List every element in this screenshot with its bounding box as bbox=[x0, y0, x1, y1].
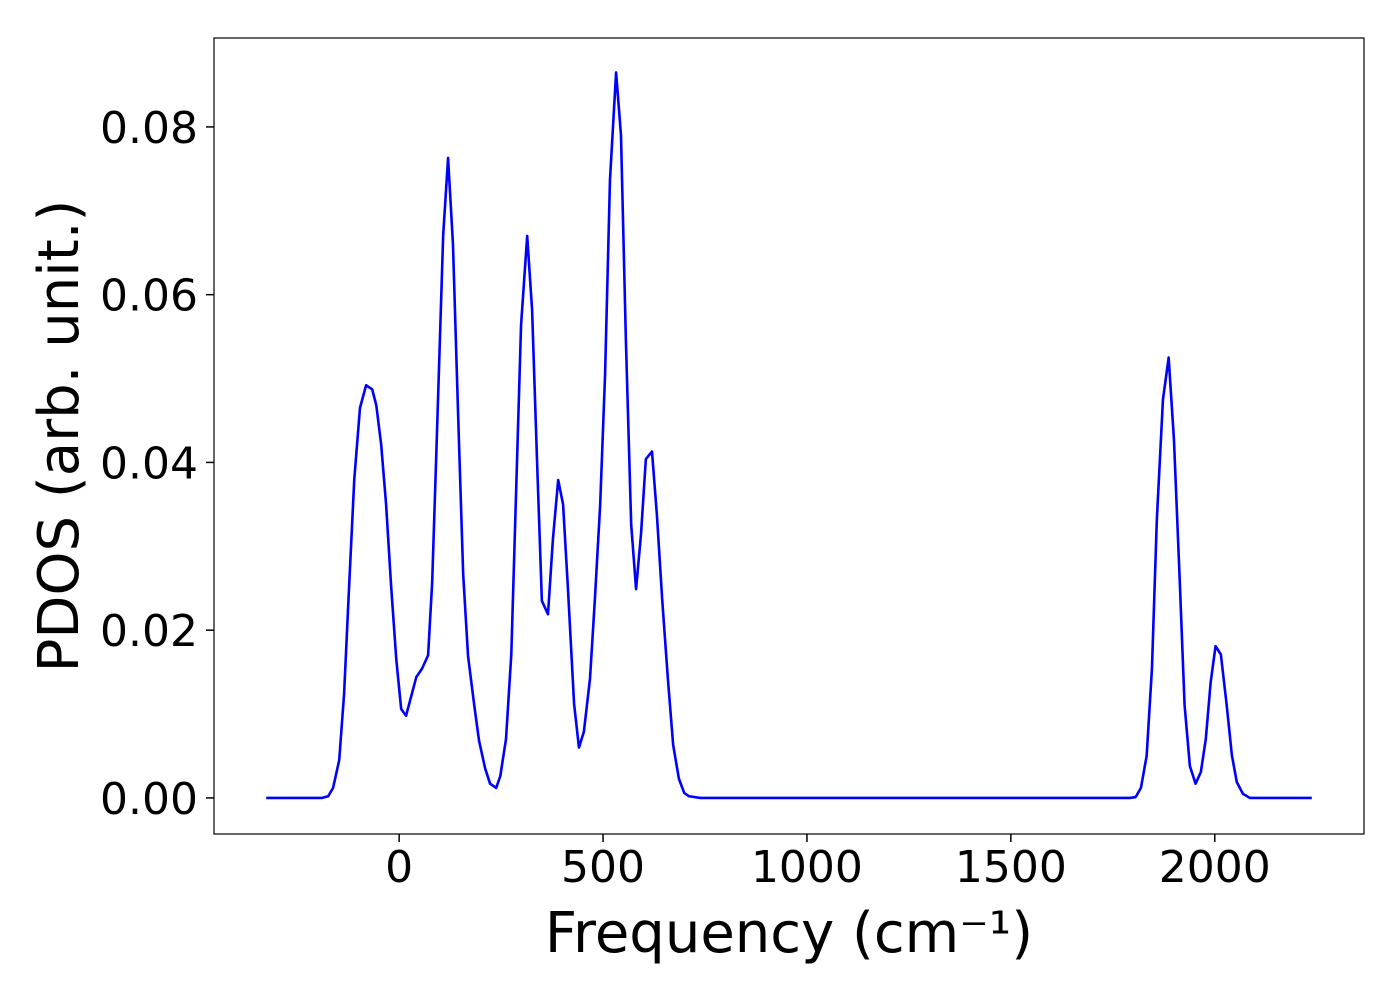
x-tick-label: 1000 bbox=[751, 842, 863, 893]
y-tick-label: 0.08 bbox=[100, 103, 198, 154]
x-axis-label: Frequency (cm⁻¹) bbox=[545, 901, 1033, 966]
y-axis-label: PDOS (arb. unit.) bbox=[27, 200, 92, 673]
data-line bbox=[266, 71, 1312, 800]
y-tick-label: 0.02 bbox=[100, 606, 198, 657]
y-tick-label: 0.06 bbox=[100, 271, 198, 322]
x-tick-label: 2000 bbox=[1159, 842, 1271, 893]
x-tick-label: 500 bbox=[561, 842, 645, 893]
plot-frame bbox=[213, 37, 1365, 835]
y-tick-label: 0.00 bbox=[100, 774, 198, 825]
x-tick-label: 0 bbox=[385, 842, 413, 893]
y-tick-label: 0.04 bbox=[100, 438, 198, 489]
x-tick-label: 1500 bbox=[955, 842, 1067, 893]
